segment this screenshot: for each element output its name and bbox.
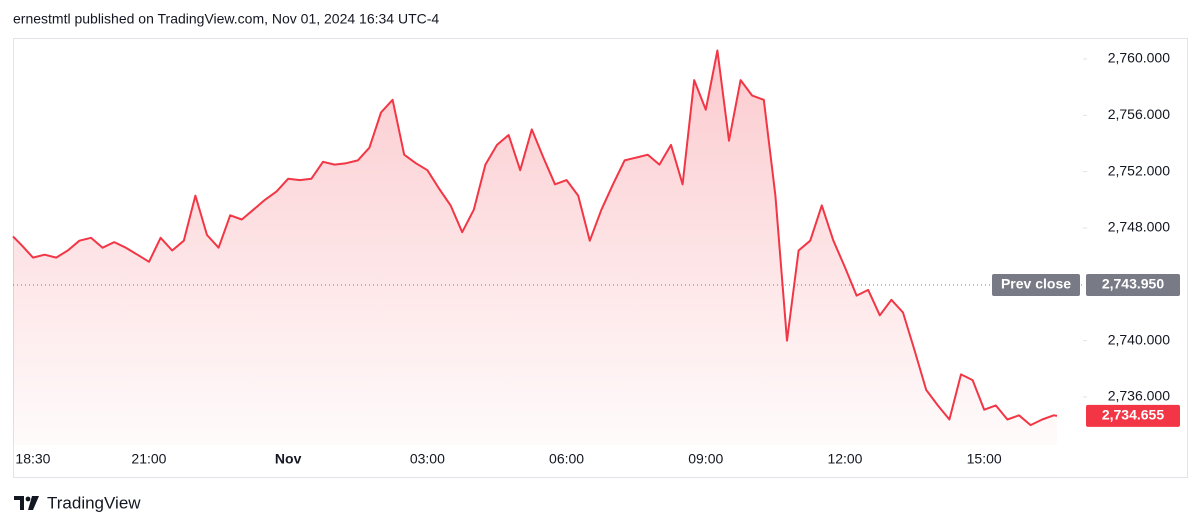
y-tick-label: 2,740.000 — [1108, 331, 1170, 347]
last-price-tag — [1086, 404, 1180, 427]
y-tick-label: 2,756.000 — [1108, 106, 1170, 122]
prev-close-label: 2,743.950 — [1102, 276, 1164, 292]
price-line — [12, 49, 1058, 427]
x-tick-label: 21:00 — [131, 451, 166, 467]
x-tick-label: 03:00 — [410, 451, 445, 467]
y-tick-label: 2,748.000 — [1108, 219, 1170, 235]
x-tick-label: 18:30 — [15, 451, 50, 467]
last-price-label: 2,734.655 — [1102, 407, 1164, 423]
chart-title: ernestmtl published on TradingView.com, … — [13, 11, 439, 27]
y-tick-label: 2,752.000 — [1108, 162, 1170, 178]
x-tick-label: 15:00 — [967, 451, 1002, 467]
prev-close-tag — [992, 274, 1080, 297]
prev-close-value-tag — [1086, 274, 1180, 297]
x-tick-label: 12:00 — [827, 451, 862, 467]
brand-logo — [14, 496, 39, 510]
x-tick-label: 09:00 — [688, 451, 723, 467]
prev-close-name: Prev close — [1001, 276, 1071, 292]
area-fill — [13, 50, 1057, 445]
brand-name: TradingView — [47, 493, 141, 512]
x-tick-label: 06:00 — [549, 451, 584, 467]
y-tick-label: 2,760.000 — [1108, 50, 1170, 66]
x-tick-label: Nov — [275, 451, 302, 467]
y-tick-label: 2,736.000 — [1108, 388, 1170, 404]
